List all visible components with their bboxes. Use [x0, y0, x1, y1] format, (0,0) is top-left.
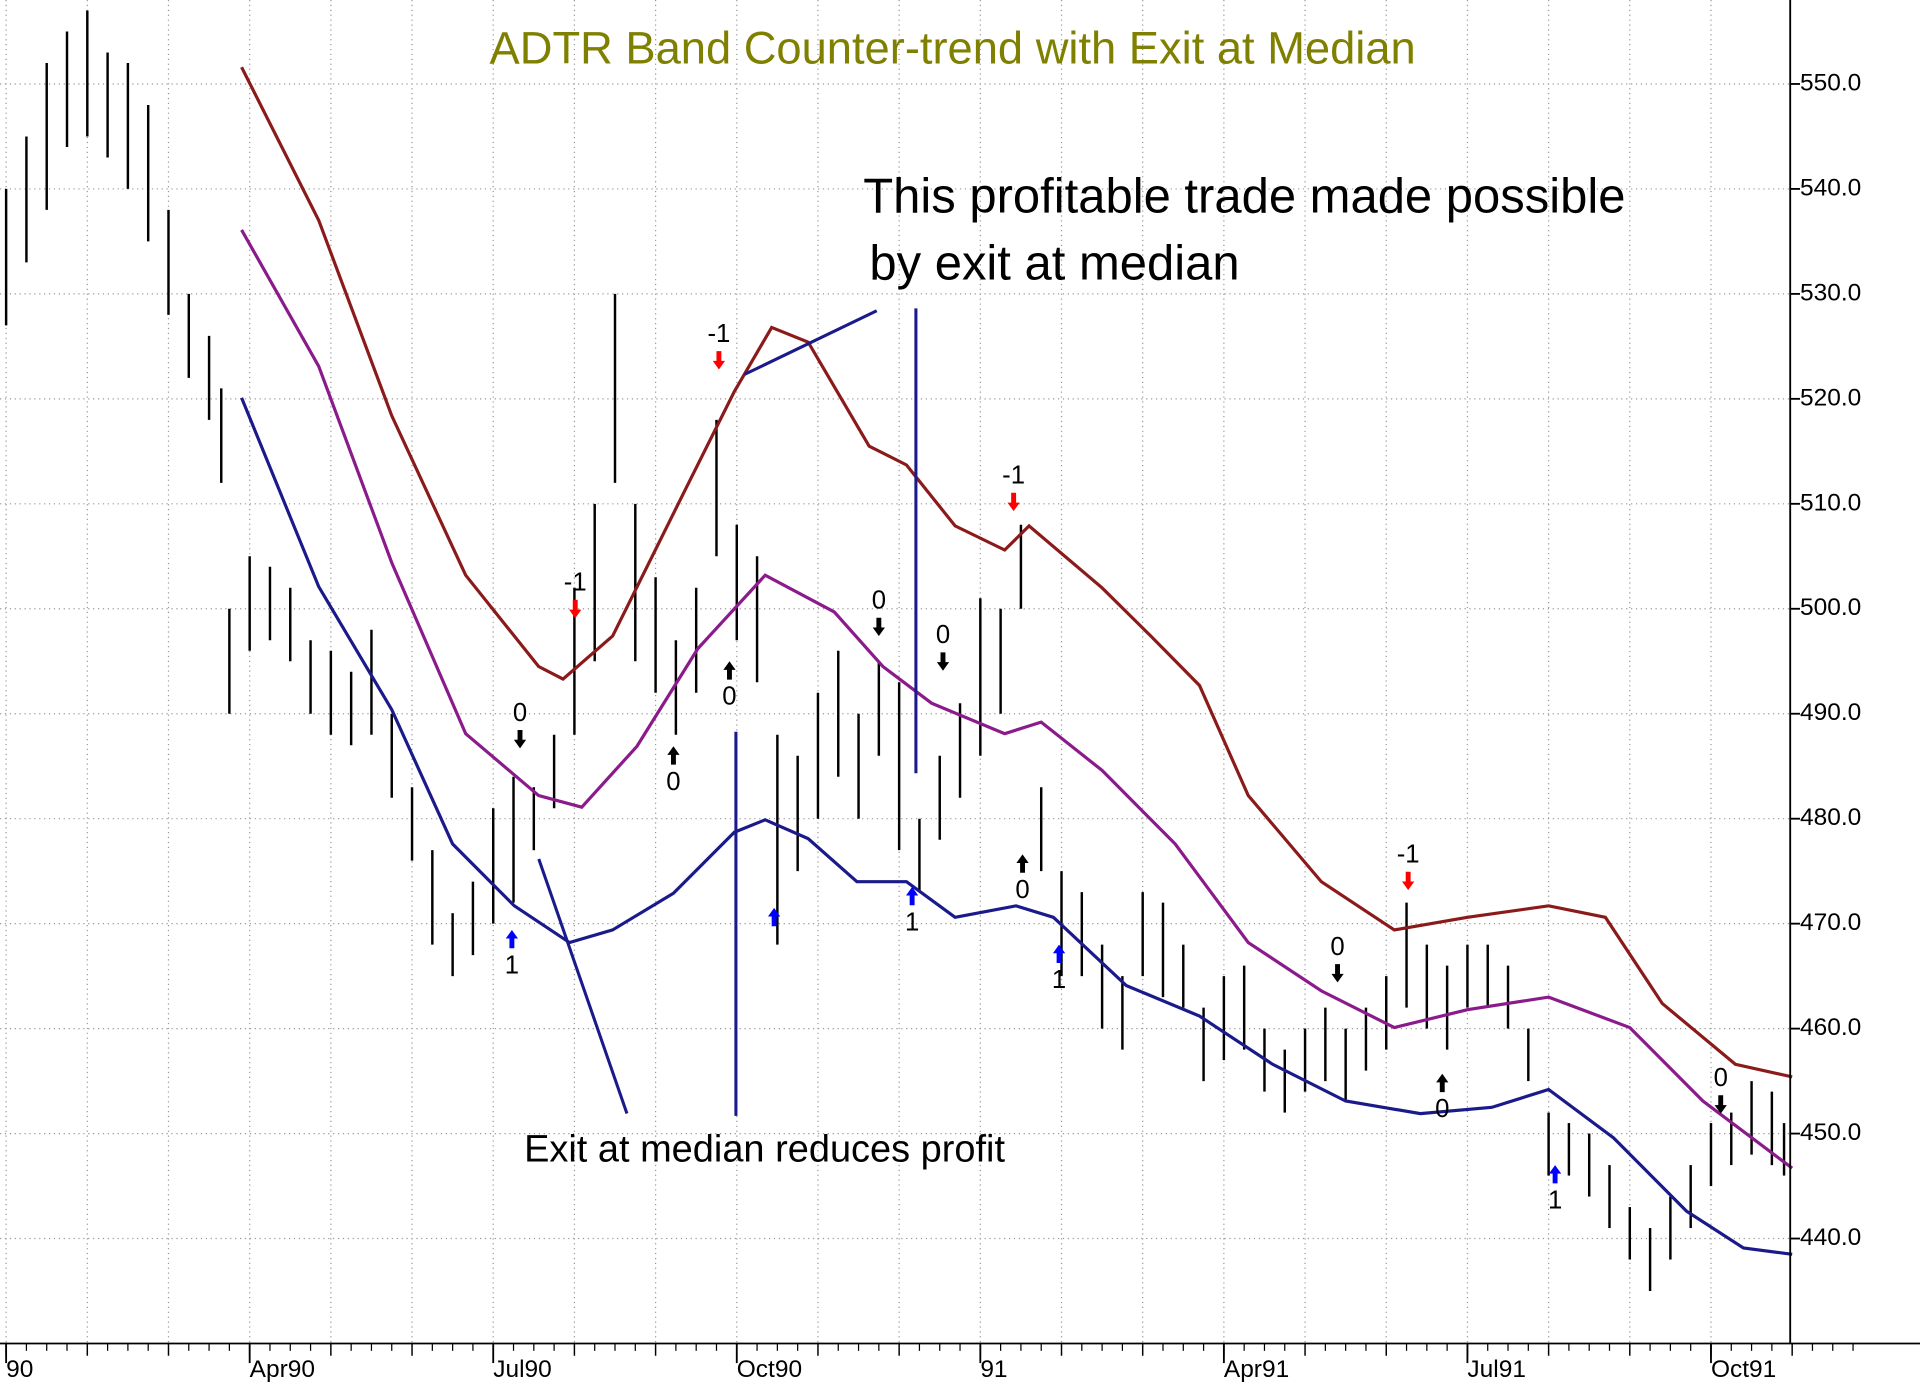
annotation: Exit at median reduces profit	[524, 1128, 1005, 1170]
signal-label: 0	[1714, 1064, 1728, 1092]
signal-label: -1	[564, 569, 587, 597]
signal-arrow	[872, 617, 885, 637]
band-line	[240, 229, 1794, 1170]
signal-arrow	[712, 351, 726, 370]
y-tick-label: 500.0	[1800, 594, 1861, 621]
signal-arrow	[1016, 854, 1029, 873]
signal-arrow	[1548, 1165, 1562, 1184]
signal-label: 0	[1015, 876, 1029, 904]
x-tick-label: Apr90	[250, 1356, 315, 1383]
y-tick-label: 530.0	[1800, 279, 1861, 306]
y-tick-label: 470.0	[1800, 909, 1861, 936]
x-tick-label: Apr91	[1224, 1356, 1289, 1383]
band-line	[240, 397, 1793, 1256]
y-tick-label: 550.0	[1800, 69, 1861, 96]
signal-arrow	[513, 730, 527, 749]
signal-label: 0	[936, 621, 950, 649]
x-tick-label: Oct91	[1711, 1356, 1776, 1383]
signal-arrow	[505, 929, 519, 949]
y-tick-label: 460.0	[1800, 1014, 1861, 1041]
signal-arrow	[1007, 492, 1020, 512]
signal-label: 0	[666, 768, 680, 796]
annotation: by exit at median	[869, 237, 1239, 291]
signal-label: 0	[872, 587, 886, 615]
y-tick-label: 510.0	[1800, 489, 1861, 516]
signal-label: -1	[1397, 841, 1420, 869]
signal-label: 0	[513, 699, 527, 727]
signal-arrow	[906, 886, 919, 906]
marks	[4, 10, 1794, 1292]
signal-label: 1	[1548, 1187, 1562, 1215]
signal-arrow	[1331, 964, 1344, 983]
annotation-line	[537, 858, 629, 1114]
x-tick-label: 91	[980, 1356, 1007, 1383]
chart-title: ADTR Band Counter-trend with Exit at Med…	[490, 22, 1416, 73]
x-tick-label: Jul91	[1467, 1356, 1526, 1383]
signal-label: 1	[1052, 966, 1066, 994]
signal-label: 1	[505, 951, 519, 979]
signal-arrow	[1436, 1073, 1449, 1093]
signal-arrow	[767, 907, 781, 927]
signal-arrow	[1714, 1095, 1727, 1114]
annotation: This profitable trade made possible	[863, 169, 1625, 223]
signal-label: 0	[1435, 1095, 1449, 1123]
signal-arrow	[936, 652, 950, 671]
annotation-line	[743, 309, 878, 376]
x-tick-label: Oct90	[737, 1356, 802, 1383]
band-line	[240, 66, 1793, 1079]
x-tick-label: Jul90	[493, 1356, 552, 1383]
x-tick-label: 90	[6, 1356, 33, 1383]
y-tick-label: 490.0	[1800, 699, 1861, 726]
signal-arrow	[569, 599, 582, 619]
y-tick-label: 540.0	[1800, 174, 1861, 201]
y-tick-label: 520.0	[1800, 384, 1861, 411]
signal-label: -1	[1002, 462, 1025, 490]
signal-label: 0	[1330, 933, 1344, 961]
y-tick-label: 450.0	[1800, 1119, 1861, 1146]
signal-label: 1	[905, 908, 919, 936]
signal-label: -1	[707, 320, 730, 348]
signal-arrow	[667, 746, 680, 765]
signal-arrow	[1052, 944, 1066, 964]
signal-arrow	[723, 661, 736, 680]
y-tick-label: 440.0	[1800, 1224, 1861, 1251]
y-tick-label: 480.0	[1800, 804, 1861, 831]
signal-label: 0	[722, 683, 736, 711]
signal-arrow	[1402, 871, 1415, 891]
